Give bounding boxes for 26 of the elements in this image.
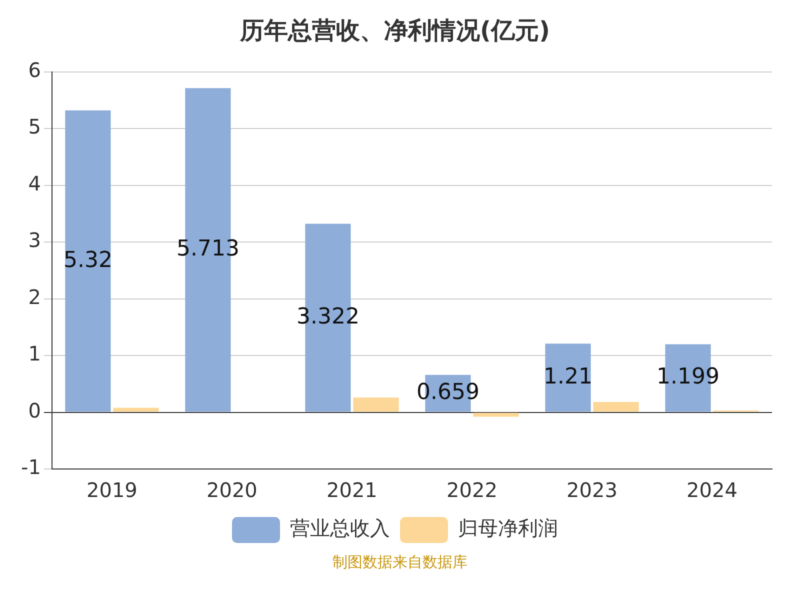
legend-label: 营业总收入 [290, 516, 390, 540]
x-tick-label: 2024 [686, 478, 738, 502]
bar [593, 402, 639, 412]
data-label: 1.21 [543, 364, 592, 390]
x-tick-label: 2019 [86, 478, 138, 502]
y-tick-label: 0 [28, 398, 41, 422]
x-tick-label: 2020 [206, 478, 258, 502]
x-tick-label: 2022 [446, 478, 498, 502]
y-tick-label: 5 [28, 114, 41, 139]
bar [545, 344, 591, 412]
y-tick-label: 4 [28, 171, 41, 196]
y-tick-label: -1 [20, 455, 41, 480]
y-tick-label: 1 [28, 342, 41, 366]
x-tick-label: 2023 [566, 478, 618, 502]
y-tick-label: 2 [28, 284, 41, 309]
legend-label: 归母净利润 [458, 516, 558, 540]
x-tick-label: 2021 [326, 478, 378, 502]
text: 制图数据来自数据库 [332, 553, 468, 572]
bar [65, 110, 111, 412]
bar [473, 412, 519, 417]
y-tick-label: 6 [28, 58, 41, 82]
bar [113, 408, 159, 412]
bar [353, 398, 399, 412]
y-tick-label: 3 [28, 228, 41, 252]
chart-title: 历年总营收、净利情况(亿元) [239, 16, 550, 45]
data-label: 5.32 [63, 248, 112, 273]
